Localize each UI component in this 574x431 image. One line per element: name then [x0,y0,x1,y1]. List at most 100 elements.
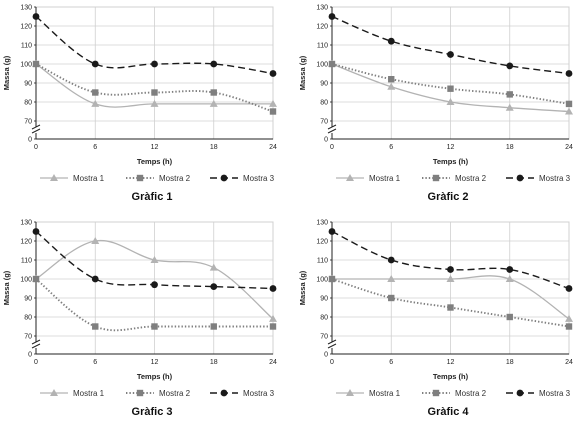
y-tick-label: 70 [24,119,32,126]
chart-caption: Gràfic 4 [428,406,470,418]
y-tick-label: 80 [320,315,328,322]
circle-marker [269,70,277,77]
series-line-mostra-2 [331,63,570,105]
triangle-marker [150,99,159,107]
square-marker [269,323,277,330]
y-tick-label: 110 [21,43,32,50]
y-tick-label: 100 [20,277,32,284]
chart-4: 0 70 80 90 100 110 120 130 0 6 12 18 24 Temps (h) Mass… [298,220,573,418]
triangle-marker [346,389,354,396]
y-tick-label: 130 [20,220,32,227]
square-marker [151,89,158,96]
circle-marker [387,256,395,264]
triangle-marker [150,256,159,263]
axis-break-mark [31,124,41,130]
y-tick-label: 110 [317,43,328,50]
triangle-marker [387,82,396,90]
axis-break-mark [31,128,41,134]
circle-marker [387,37,395,45]
triangle-marker [446,98,455,105]
square-marker [447,85,454,92]
x-tick-label: 0 [34,144,38,151]
circle-marker [506,266,514,273]
triangle-marker [50,389,58,396]
y-axis-title: Massa (g) [298,270,307,305]
x-axis-title: Temps (h) [433,157,469,166]
y-axis-title: Massa (g) [2,55,11,90]
chart-2: 0 70 80 90 100 110 120 130 0 6 12 18 24 Temps (h) Mass… [298,5,573,203]
square-marker [136,174,144,182]
x-tick-label: 24 [269,359,277,366]
square-marker [210,323,217,330]
x-tick-label: 12 [151,144,159,151]
y-tick-label: 130 [20,5,32,12]
circle-marker [91,60,99,68]
axis-break-mark [327,339,337,345]
x-tick-label: 18 [506,144,514,151]
triangle-marker [387,275,396,282]
chart-caption: Gràfic 1 [132,191,173,203]
circle-marker [328,13,336,20]
chart-1: 0 70 80 90 100 110 120 130 0 6 12 18 24 Temps (h) Mass… [2,5,277,203]
square-marker [447,304,454,311]
y-tick-label: 70 [24,334,32,341]
square-marker [388,76,395,83]
legend-label-mostra-1: Mostra 1 [369,174,401,183]
square-marker [32,60,40,68]
y-tick-label: 90 [320,296,328,303]
y-tick-label: 0 [28,352,32,359]
triangle-marker [269,99,277,107]
legend-label-mostra-1: Mostra 1 [73,174,105,183]
circle-marker [565,285,573,292]
y-tick-label: 110 [317,258,328,265]
square-marker [506,313,513,321]
axis-break-gap [32,342,40,348]
x-tick-label: 18 [210,359,218,366]
triangle-marker [565,107,573,115]
triangle-marker [565,314,573,322]
legend-label-mostra-1: Mostra 1 [369,389,401,398]
circle-marker [32,228,40,235]
legend-label-mostra-2: Mostra 2 [455,174,487,183]
circle-marker [210,283,218,290]
square-marker [432,389,440,397]
x-tick-label: 6 [93,359,97,366]
square-marker [92,323,99,330]
square-marker [328,60,336,68]
y-tick-label: 70 [320,334,328,341]
square-marker [565,100,573,108]
square-marker [136,389,144,397]
triangle-marker [505,275,514,282]
x-tick-label: 24 [565,359,573,366]
triangle-marker [50,174,58,181]
y-tick-label: 90 [320,81,328,88]
x-tick-label: 24 [565,144,573,151]
x-tick-label: 24 [269,144,277,151]
chart-3: 0 70 80 90 100 110 120 130 0 6 12 18 24 Temps (h) Mass… [2,220,277,418]
triangle-marker [209,99,218,107]
chart-caption: Gràfic 2 [428,191,469,203]
circle-marker [516,174,524,182]
circle-marker [447,51,454,58]
circle-marker [210,60,218,68]
triangle-marker [269,314,277,322]
y-tick-label: 0 [324,352,328,359]
x-tick-label: 12 [447,144,455,151]
square-marker [269,108,277,115]
y-tick-label: 0 [324,137,328,144]
y-tick-label: 120 [316,24,328,31]
axis-break-mark [31,343,41,349]
y-tick-label: 100 [316,62,328,69]
legend-label-mostra-2: Mostra 2 [159,389,191,398]
triangle-marker [91,237,100,244]
circle-marker [516,389,524,397]
square-marker [388,294,395,302]
y-axis-title: Massa (g) [298,55,307,90]
axis-break-gap [32,127,40,133]
square-marker [92,89,99,96]
axis-break-mark [327,128,337,134]
legend-label-mostra-3: Mostra 3 [243,389,275,398]
square-marker [32,275,40,283]
y-tick-label: 0 [28,137,32,144]
legend-label-mostra-1: Mostra 1 [73,389,105,398]
